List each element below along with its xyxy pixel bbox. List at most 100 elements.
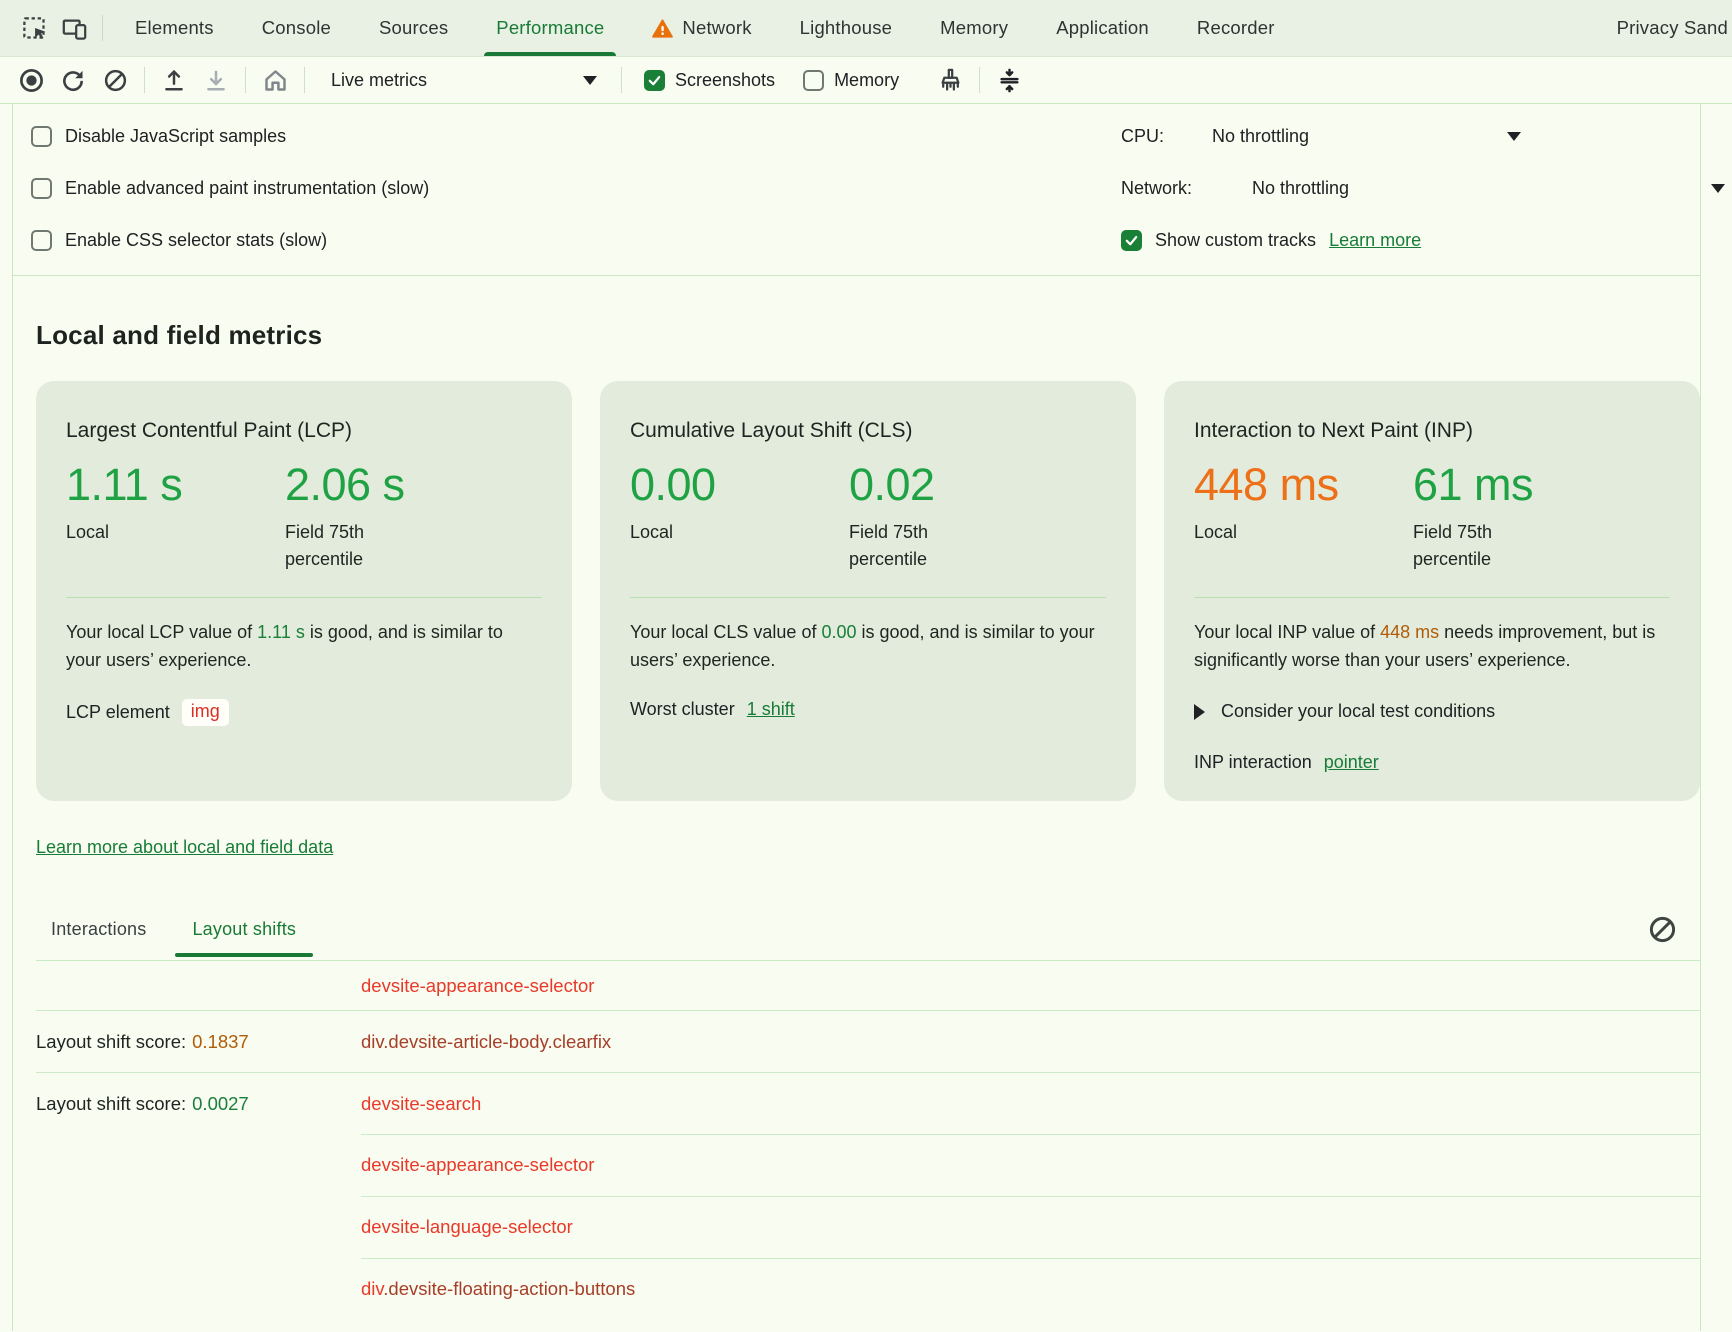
tab-memory[interactable]: Memory	[916, 0, 1032, 56]
tab-label: Performance	[496, 17, 605, 38]
inspect-cursor-icon	[21, 15, 48, 42]
tab-label: Elements	[135, 17, 214, 38]
home-icon	[262, 67, 289, 94]
css-selector-stats-row[interactable]: Enable CSS selector stats (slow)	[13, 214, 1700, 266]
worst-cluster-link[interactable]: 1 shift	[746, 699, 795, 720]
tab-application[interactable]: Application	[1032, 0, 1173, 56]
css-selector-stats-checkbox[interactable]	[31, 229, 52, 251]
metric-cards: Largest Contentful Paint (LCP) 1.11 s Lo…	[36, 381, 1700, 802]
clear-button[interactable]	[94, 61, 136, 99]
tab-network[interactable]: Network	[628, 0, 775, 56]
lcp-desc-value: 1.11 s	[257, 621, 305, 642]
screenshots-checkbox-row[interactable]: Screenshots	[644, 69, 776, 91]
lcp-field-label: Field 75th percentile	[284, 521, 365, 569]
custom-tracks-learn-more-link[interactable]: Learn more	[1329, 229, 1422, 250]
cpu-throttling-select[interactable]: No throttling	[1212, 125, 1310, 146]
network-label: Network:	[1121, 177, 1193, 198]
shift-node-link[interactable]: devsite-appearance-selector	[361, 1154, 595, 1176]
tab-label: Recorder	[1196, 17, 1275, 38]
history-dropdown-value: Live metrics	[331, 69, 428, 90]
history-dropdown[interactable]: Live metrics	[313, 70, 613, 91]
collapse-panel-button[interactable]	[988, 61, 1030, 99]
layout-shift-row[interactable]: devsite-appearance-selector	[36, 961, 1700, 1010]
shift-score-label: Layout shift score:	[36, 1092, 187, 1114]
screenshots-label: Screenshots	[675, 69, 776, 90]
lcp-local-label: Local	[66, 521, 110, 542]
advanced-paint-checkbox[interactable]	[31, 177, 52, 199]
layout-shift-row[interactable]: div.devsite-floating-action-buttons	[36, 1258, 1700, 1320]
toolbar-separator	[304, 67, 305, 93]
local-field-learn-more-link[interactable]: Learn more about local and field data	[36, 837, 334, 858]
lcp-desc-pre: Your local LCP value of	[66, 621, 258, 642]
performance-toolbar: Live metrics Screenshots Memory	[0, 57, 1732, 104]
tab-elements[interactable]: Elements	[111, 0, 238, 56]
tab-console[interactable]: Console	[238, 0, 355, 56]
shift-node-classes: .devsite-floating-action-buttons	[383, 1278, 636, 1300]
home-button[interactable]	[254, 61, 296, 99]
disable-js-samples-row[interactable]: Disable JavaScript samples	[13, 110, 1700, 162]
tab-privacy-sandbox[interactable]: Privacy Sand	[1593, 0, 1732, 56]
inspect-element-button[interactable]	[14, 0, 54, 56]
custom-tracks-label: Show custom tracks	[1155, 229, 1317, 250]
disable-js-samples-checkbox[interactable]	[31, 125, 52, 147]
collapse-icon	[996, 67, 1023, 94]
lcp-element-label: LCP element	[66, 702, 170, 723]
shift-node-link[interactable]: devsite-search	[361, 1092, 482, 1114]
dropdown-caret-icon[interactable]	[1711, 183, 1725, 193]
record-and-reload-button[interactable]	[52, 61, 94, 99]
tab-interactions[interactable]: Interactions	[51, 919, 147, 940]
local-test-conditions-disclosure[interactable]: Consider your local test conditions	[1194, 701, 1670, 722]
cls-field-label: Field 75th percentile	[848, 521, 929, 569]
lcp-description: Your local LCP value of 1.11 s is good, …	[66, 618, 536, 676]
card-divider	[630, 596, 1106, 598]
shift-node-link[interactable]: div.devsite-article-body.clearfix	[361, 1030, 612, 1052]
tab-label: Console	[261, 17, 331, 38]
tab-sources[interactable]: Sources	[355, 0, 472, 56]
tab-lighthouse[interactable]: Lighthouse	[776, 0, 917, 56]
custom-tracks-row[interactable]: Show custom tracks Learn more	[1109, 214, 1709, 266]
lcp-element-node-link[interactable]: img	[181, 699, 229, 727]
local-test-conditions-label: Consider your local test conditions	[1221, 701, 1496, 722]
advanced-paint-label: Enable advanced paint instrumentation (s…	[65, 177, 430, 198]
download-icon	[203, 67, 229, 93]
layout-shift-row[interactable]: Layout shift score: 0.0027 devsite-search	[36, 1072, 1700, 1134]
card-divider	[1194, 596, 1670, 598]
tab-recorder[interactable]: Recorder	[1173, 0, 1299, 56]
load-profile-button[interactable]	[153, 61, 195, 99]
advanced-paint-row[interactable]: Enable advanced paint instrumentation (s…	[13, 162, 1700, 214]
dropdown-caret-icon[interactable]	[1507, 131, 1521, 141]
shift-score-label: Layout shift score:	[36, 1030, 187, 1052]
screenshots-checkbox[interactable]	[644, 69, 665, 91]
collect-garbage-button[interactable]	[929, 61, 971, 99]
inp-field-value: 61 ms	[1412, 459, 1534, 510]
tab-label: Lighthouse	[799, 17, 893, 38]
shift-node-link[interactable]: div.devsite-floating-action-buttons	[361, 1278, 635, 1300]
clear-log-button[interactable]	[1647, 914, 1678, 945]
memory-checkbox[interactable]	[803, 69, 825, 91]
layout-shift-row[interactable]: devsite-appearance-selector	[36, 1134, 1700, 1196]
tab-performance[interactable]: Performance	[472, 0, 628, 56]
record-button[interactable]	[10, 61, 52, 99]
shift-node-link[interactable]: devsite-appearance-selector	[361, 974, 595, 996]
lcp-desc-post: is good, and is similar to your users’ e…	[66, 621, 503, 671]
cls-field-value: 0.02	[848, 459, 935, 510]
toolbar-separator	[102, 15, 103, 41]
memory-checkbox-row[interactable]: Memory	[803, 69, 899, 91]
custom-tracks-checkbox[interactable]	[1121, 229, 1142, 251]
network-throttling-select[interactable]: No throttling	[1252, 177, 1350, 198]
toolbar-separator	[621, 67, 622, 93]
tab-layout-shifts[interactable]: Layout shifts	[175, 919, 313, 958]
inp-desc-post: needs improvement, but is significantly …	[1194, 621, 1656, 671]
layout-shift-row[interactable]: Layout shift score: 0.1837 div.devsite-ar…	[36, 1010, 1700, 1072]
layout-shift-row[interactable]: devsite-language-selector	[36, 1196, 1700, 1258]
css-selector-stats-label: Enable CSS selector stats (slow)	[65, 229, 328, 250]
device-toolbar-button[interactable]	[54, 0, 94, 56]
network-throttling-row: Network: No throttling	[1109, 162, 1725, 214]
inp-card: Interaction to Next Paint (INP) 448 ms L…	[1164, 381, 1700, 802]
shift-node-link[interactable]: devsite-language-selector	[361, 1216, 573, 1238]
tab-label: Privacy Sand	[1616, 17, 1728, 38]
save-profile-button[interactable]	[195, 61, 237, 99]
upload-icon	[161, 67, 187, 93]
inp-interaction-link[interactable]: pointer	[1323, 752, 1379, 773]
inp-local-value: 448 ms	[1194, 459, 1339, 510]
